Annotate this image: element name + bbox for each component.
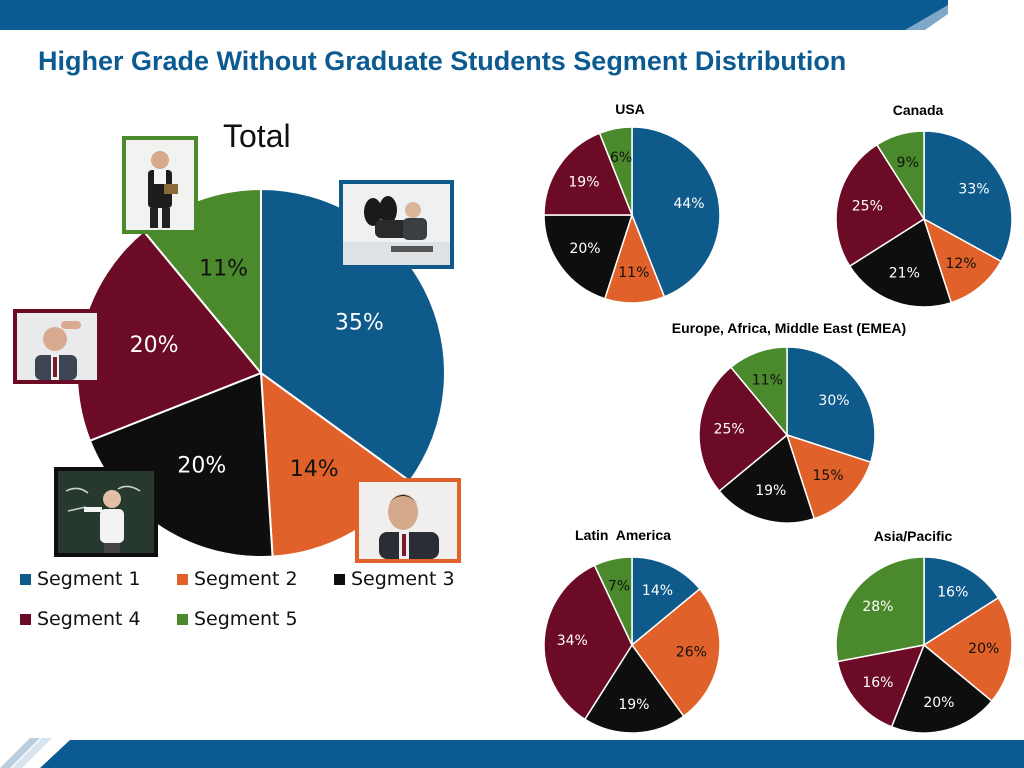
pie-slice-label-5: 28% xyxy=(862,599,893,615)
pie-slice-label-1: 16% xyxy=(937,585,968,601)
bottom-banner-shadow xyxy=(0,738,40,768)
pie-slice-1 xyxy=(923,556,1000,647)
pie-slice-4 xyxy=(835,143,926,268)
legend-item-segment-5: Segment 5 xyxy=(177,608,298,630)
pie-slice-label-2: 26% xyxy=(676,644,707,660)
latin-america-pie-title: Latin America xyxy=(575,527,671,543)
slide-title: Higher Grade Without Graduate Students S… xyxy=(38,46,847,76)
legend-item-segment-1: Segment 1 xyxy=(20,568,141,590)
pie-slice-5 xyxy=(729,346,788,438)
pie-slice-label-3: 20% xyxy=(923,695,954,711)
bottom-banner xyxy=(40,740,1024,768)
pie-slice-label-5: 9% xyxy=(897,155,919,171)
pie-slice-3 xyxy=(890,643,993,734)
pie-slice-3 xyxy=(718,433,816,524)
pie-slice-5 xyxy=(835,556,925,663)
pie-slice-1 xyxy=(923,130,1013,263)
legend-swatch xyxy=(177,613,188,625)
pie-slice-3 xyxy=(543,214,634,300)
pie-slice-label-4: 25% xyxy=(852,198,883,214)
usa-pie-title: USA xyxy=(615,101,645,117)
top-banner xyxy=(0,0,948,30)
pie-slice-label-2: 15% xyxy=(813,468,844,484)
pie-slice-label-1: 14% xyxy=(642,583,673,599)
legend-swatch xyxy=(20,613,31,625)
pie-slice-label-1: 33% xyxy=(958,181,989,197)
pie-slice-3 xyxy=(88,371,274,558)
legend-swatch xyxy=(177,573,188,585)
photo-man-scratching-head xyxy=(13,309,101,384)
photo-teacher-at-blackboard xyxy=(54,467,158,557)
pie-slice-3 xyxy=(583,643,685,734)
photo-man-with-clipboard xyxy=(122,136,198,234)
pie-slice-label-2: 20% xyxy=(968,641,999,657)
emea-pie-title: Europe, Africa, Middle East (EMEA) xyxy=(671,320,907,336)
legend-swatch xyxy=(334,573,345,585)
pie-slice-2 xyxy=(922,217,1003,304)
bottom-banner-shadow-2 xyxy=(12,738,52,768)
pie-slice-label-5: 6% xyxy=(610,150,632,166)
total-pie-title: Total xyxy=(223,118,291,154)
pie-slice-2 xyxy=(922,596,1013,703)
pie-slice-label-3: 19% xyxy=(618,697,649,713)
legend-label: Segment 3 xyxy=(351,568,455,590)
pie-slice-1 xyxy=(631,126,721,298)
pie-slice-1 xyxy=(631,556,701,647)
pie-slice-1 xyxy=(786,346,876,464)
pie-slice-label-4: 25% xyxy=(714,422,745,438)
pie-slice-4 xyxy=(543,132,634,216)
pie-slice-3 xyxy=(848,217,953,308)
canada-pie-title: Canada xyxy=(892,102,944,118)
pie-slice-label-3: 19% xyxy=(755,483,786,499)
pie-slice-5 xyxy=(875,130,925,222)
pie-slice-label-4: 20% xyxy=(130,333,179,358)
pie-slice-label-3: 20% xyxy=(569,241,600,257)
pie-slice-label-1: 30% xyxy=(818,393,849,409)
pie-slice-label-1: 35% xyxy=(335,310,384,335)
top-banner-accent xyxy=(905,5,948,30)
legend-item-segment-3: Segment 3 xyxy=(334,568,455,590)
legend-swatch xyxy=(20,573,31,585)
pie-slice-label-1: 44% xyxy=(673,196,704,212)
pie-slice-label-3: 21% xyxy=(889,266,920,282)
legend-label: Segment 4 xyxy=(37,608,141,630)
photo-smiling-man xyxy=(355,478,461,563)
photo-man-feet-on-desk xyxy=(339,180,454,269)
pie-slice-label-4: 19% xyxy=(568,174,599,190)
pie-slice-2 xyxy=(630,587,721,718)
pie-slice-label-2: 12% xyxy=(945,256,976,272)
pie-slice-label-3: 20% xyxy=(177,454,226,479)
pie-slice-label-4: 16% xyxy=(862,675,893,691)
pie-slice-4 xyxy=(836,644,926,728)
pie-slice-5 xyxy=(593,556,633,646)
pie-slice-4 xyxy=(698,366,789,493)
pie-slice-5 xyxy=(598,126,633,216)
pie-slice-label-4: 34% xyxy=(557,633,588,649)
pie-slice-label-2: 14% xyxy=(290,457,339,482)
legend-label: Segment 5 xyxy=(194,608,298,630)
pie-slice-label-5: 7% xyxy=(608,579,630,595)
pie-slice-label-5: 11% xyxy=(752,372,783,388)
legend-item-segment-2: Segment 2 xyxy=(177,568,298,590)
legend-label: Segment 1 xyxy=(37,568,141,590)
pie-slice-4 xyxy=(543,564,633,721)
pie-slice-label-5: 11% xyxy=(199,257,248,282)
pie-slice-label-2: 11% xyxy=(618,265,649,281)
legend-item-segment-4: Segment 4 xyxy=(20,608,141,630)
legend-label: Segment 2 xyxy=(194,568,298,590)
asia-pacific-pie-title: Asia/Pacific xyxy=(873,528,953,544)
